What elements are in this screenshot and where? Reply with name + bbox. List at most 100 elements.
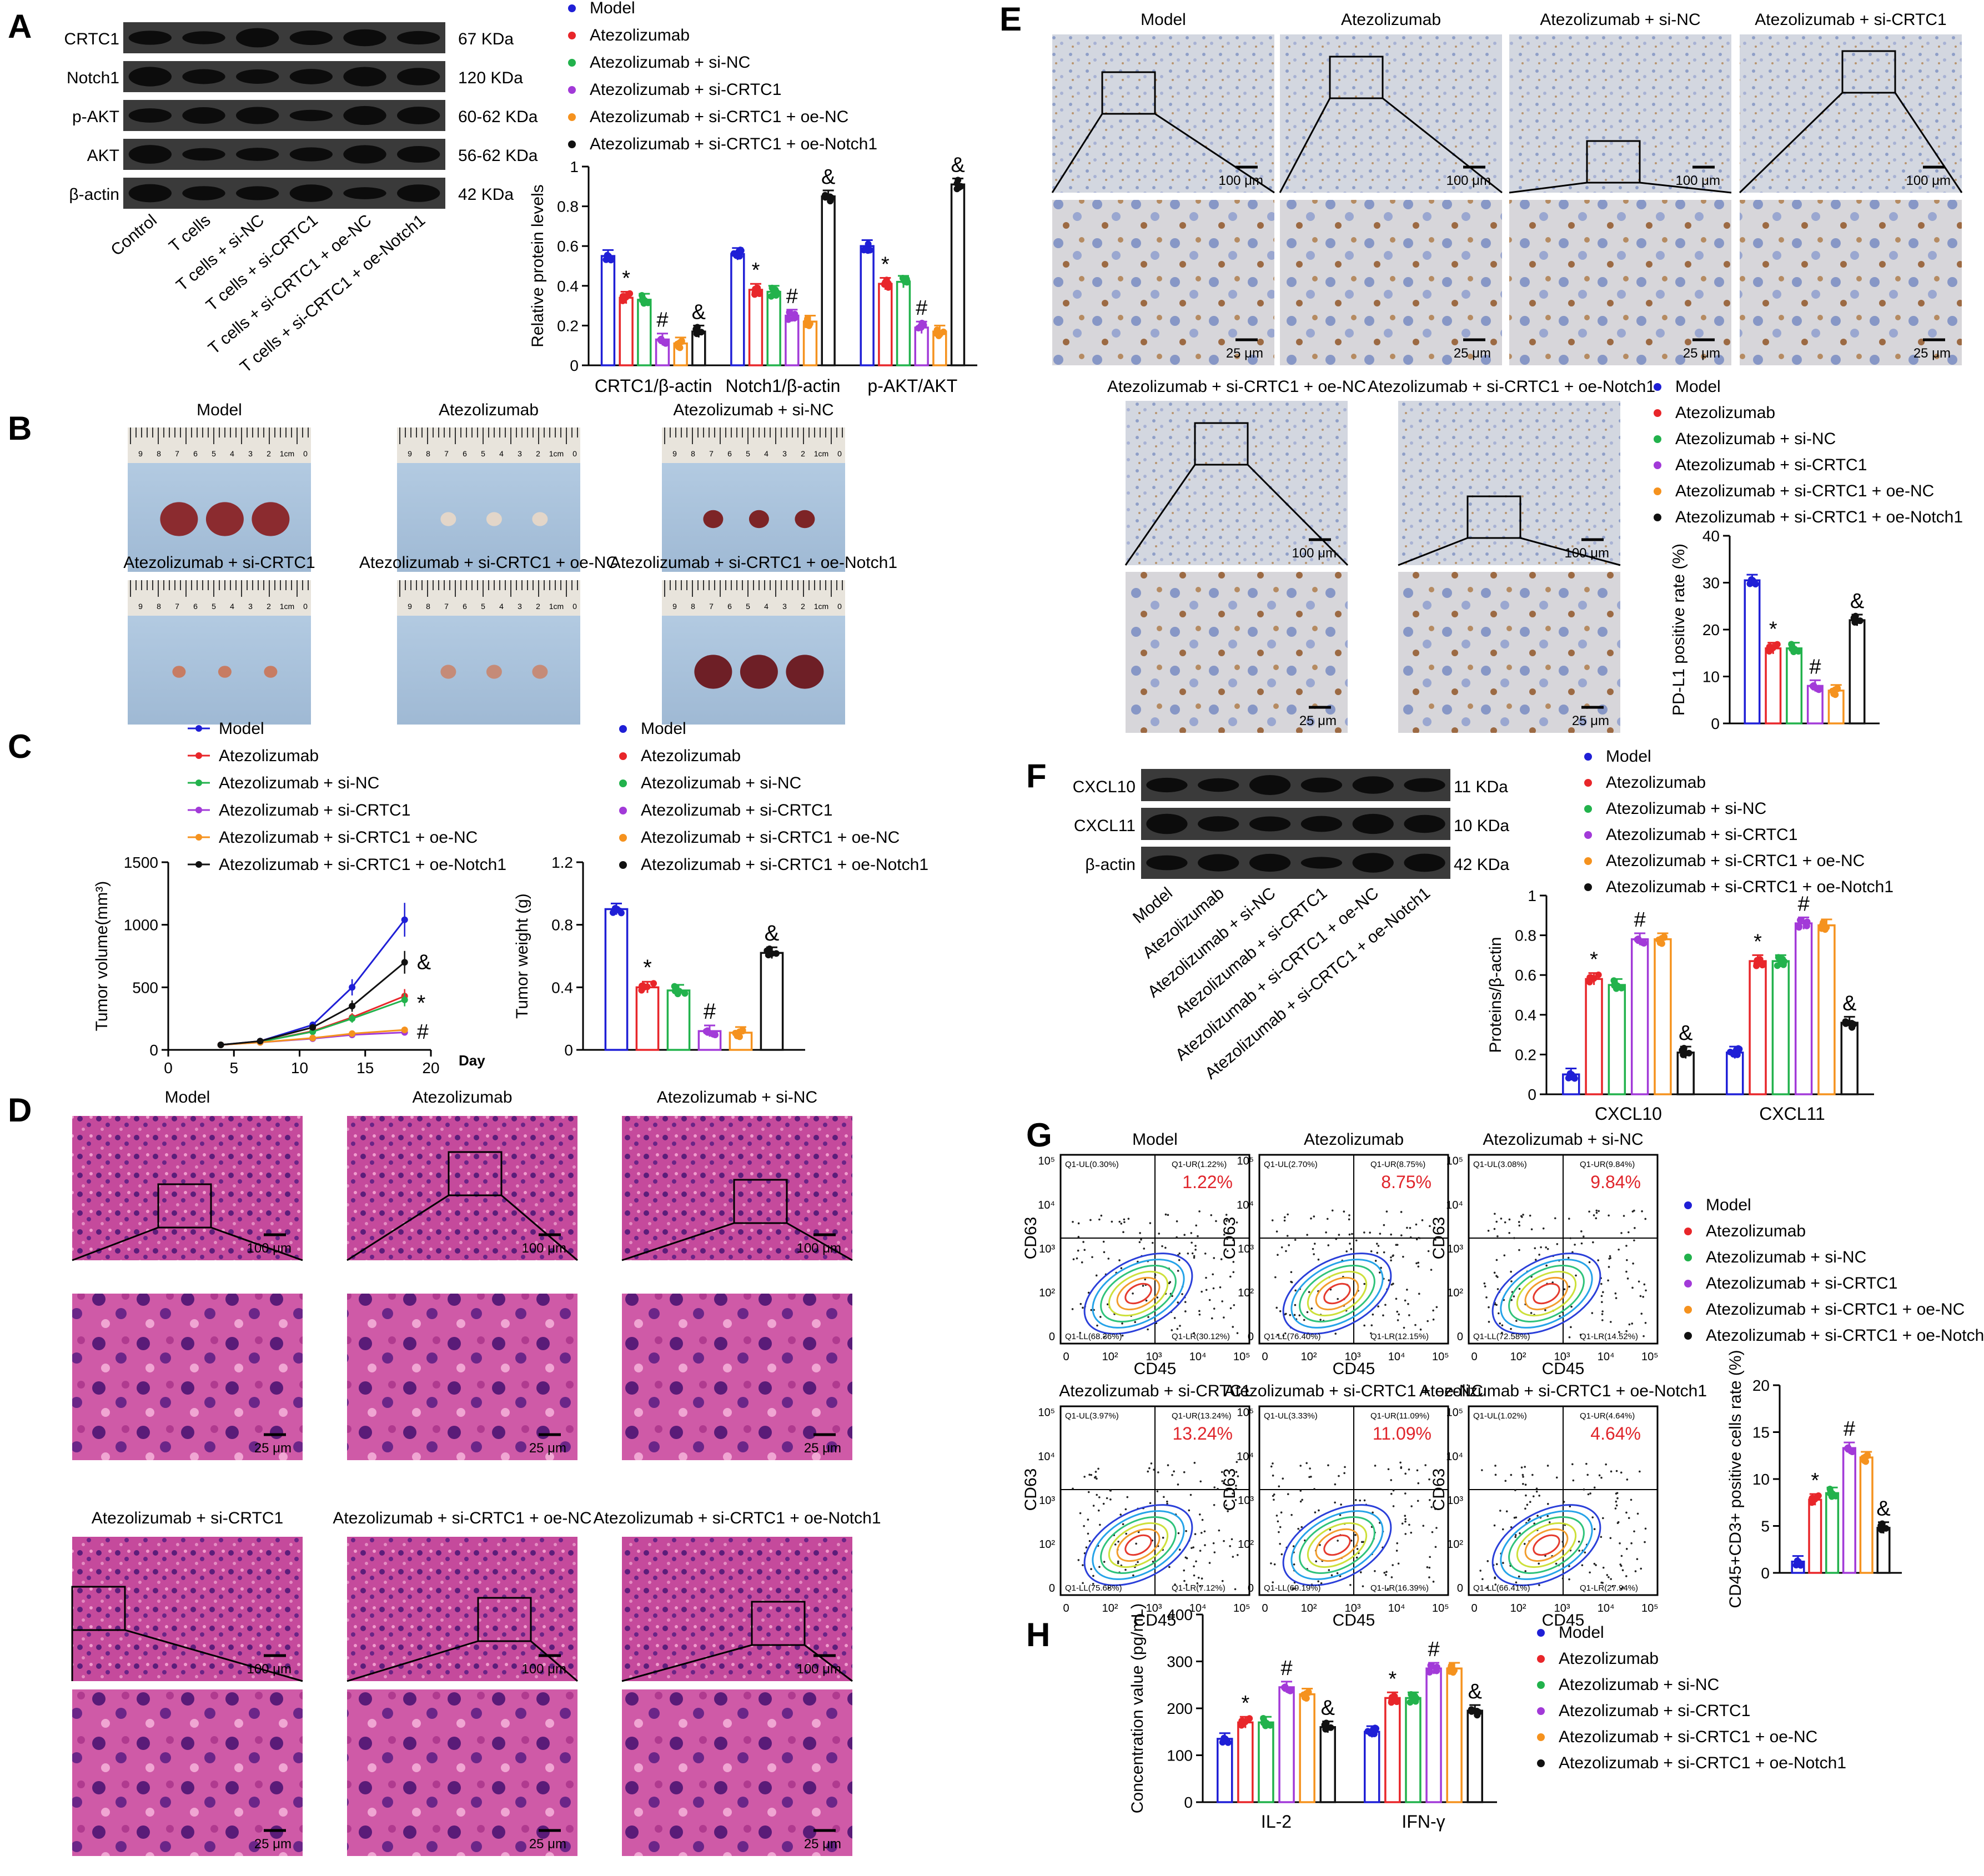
quadrant-label: Q1-UL(3.97%) [1065, 1411, 1119, 1421]
event-dot [1201, 1518, 1204, 1521]
legend-marker [619, 861, 627, 869]
y-axis-label: CD63 [1220, 1468, 1239, 1511]
event-dot [1292, 1545, 1295, 1547]
tumor [205, 502, 244, 536]
legend-marker [1537, 1759, 1545, 1767]
event-dot [1099, 1523, 1101, 1526]
event-dot [1166, 1500, 1168, 1503]
event-dot [1623, 1215, 1625, 1217]
x-tick-label: 10² [1102, 1351, 1118, 1363]
event-dot [1303, 1319, 1305, 1321]
event-dot [1125, 1532, 1128, 1535]
event-dot [1545, 1264, 1548, 1267]
event-dot [1176, 1327, 1179, 1330]
event-dot [1283, 1219, 1286, 1222]
event-dot [1226, 1250, 1229, 1253]
event-dot [1644, 1218, 1647, 1220]
x-tick-label: 0 [164, 1059, 173, 1077]
data-point [772, 950, 780, 957]
event-dot [1643, 1283, 1646, 1286]
data-point [1679, 1047, 1686, 1054]
y-tick-label: 1.2 [551, 854, 573, 871]
quadrant-label: Q1-UL(0.30%) [1065, 1160, 1119, 1169]
event-dot [1363, 1282, 1366, 1285]
bar [1808, 1498, 1822, 1574]
blot-band [289, 109, 333, 122]
x-tick-label: 15 [356, 1059, 374, 1077]
density-contour [1491, 1253, 1601, 1335]
event-dot [1415, 1238, 1418, 1241]
blot-band [1249, 774, 1291, 796]
y-tick-label: 0 [1248, 1582, 1254, 1595]
ihc-zoom: 25 μm [1280, 200, 1502, 365]
y-tick-label: 30 [1702, 575, 1720, 592]
density-contour [1092, 1259, 1185, 1329]
data-point [1774, 641, 1781, 648]
event-dot [1524, 1570, 1527, 1572]
event-dot [1277, 1254, 1279, 1256]
tumor-photo: 0 1cm 2 3 4 5 6 7 8 9 Atezolizumab + si-CRTC1 [123, 554, 315, 725]
y-tick-label: 10⁴ [1038, 1451, 1055, 1463]
event-dot [1390, 1256, 1392, 1259]
tumor-photo: 0 1cm 2 3 4 5 6 7 8 9 Atezolizumab + si-NC [662, 401, 845, 572]
event-dot [1545, 1246, 1548, 1249]
event-dot [1134, 1321, 1137, 1324]
x-tick-label: 10³ [1146, 1351, 1162, 1363]
ruler-digit: 7 [444, 602, 449, 611]
tumor [486, 665, 502, 679]
event-dot [1483, 1282, 1486, 1285]
event-dot [1096, 1477, 1098, 1480]
tumor [532, 665, 548, 679]
event-dot [1077, 1235, 1080, 1238]
quadrant-label: Q1-LL(66.41%) [1473, 1583, 1530, 1593]
event-dot [1272, 1495, 1274, 1497]
event-dot [1563, 1288, 1566, 1291]
x-tick-label: 10⁵ [1641, 1351, 1659, 1363]
y-tick-label: 0 [1049, 1331, 1055, 1343]
event-dot [1502, 1562, 1504, 1564]
event-dot [1103, 1561, 1106, 1563]
event-dot [1117, 1560, 1119, 1563]
event-dot [1640, 1312, 1643, 1315]
blot-band [289, 69, 333, 84]
significance-mark: & [1468, 1680, 1482, 1703]
significance-mark: & [1876, 1497, 1890, 1521]
event-dot [1398, 1313, 1400, 1316]
event-dot [1601, 1301, 1603, 1304]
event-dot [1625, 1270, 1628, 1273]
data-point [1832, 691, 1839, 698]
density-contour [1100, 1516, 1177, 1574]
event-dot [1090, 1473, 1093, 1476]
photo-title: Model [197, 401, 242, 419]
x-tick-label: 10³ [1146, 1602, 1162, 1615]
panel-a-western-blot [123, 22, 445, 209]
he-zoom: 25 μm [72, 1294, 303, 1460]
event-dot [1273, 1493, 1275, 1496]
event-dot [1285, 1250, 1287, 1253]
significance-mark: & [1850, 590, 1864, 613]
event-dot [1279, 1310, 1282, 1312]
data-point [1287, 1686, 1294, 1693]
y-tick-label: 0.6 [557, 238, 579, 255]
event-dot [1276, 1334, 1279, 1336]
significance-mark: & [951, 153, 965, 177]
event-dot [1374, 1465, 1377, 1467]
data-point [1797, 917, 1804, 924]
legend-marker [195, 807, 202, 813]
x-tick-label: 5 [229, 1059, 238, 1077]
event-dot [1515, 1581, 1518, 1583]
blot-size-label: 42 KDa [1454, 856, 1509, 874]
event-dot [1087, 1491, 1090, 1493]
micrograph-title: Atezolizumab [1341, 11, 1441, 29]
y-tick-label: 10² [1039, 1287, 1055, 1299]
inset-box [157, 1183, 212, 1229]
event-dot [1191, 1252, 1194, 1255]
event-dot [1641, 1210, 1643, 1213]
bar [1842, 1447, 1856, 1574]
inset-box [1101, 71, 1156, 115]
y-axis-label: CD45+CD3+ positive cells rate (%) [1726, 1350, 1745, 1608]
x-tick-label: 10⁵ [1233, 1602, 1250, 1615]
event-dot [1385, 1571, 1388, 1573]
event-dot [1429, 1556, 1431, 1558]
event-dot [1087, 1532, 1089, 1535]
